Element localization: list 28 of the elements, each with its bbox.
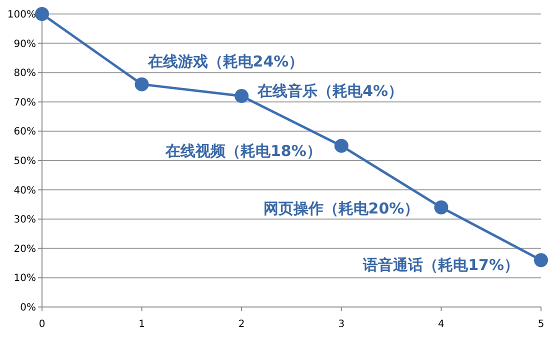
y-tick-label: 100% [7,10,36,20]
y-tick-label: 60% [14,126,36,138]
y-tick-label: 20% [14,244,36,255]
y-tick-label: 90% [14,38,36,50]
point [35,7,49,21]
x-tick-label: 3 [338,319,345,330]
annotation: 在线游戏（耗电24%） [146,52,304,70]
x-tick-label: 2 [238,319,245,330]
y-tick-label: 70% [14,97,36,108]
annotation: 在线音乐（耗电4%） [256,82,404,100]
point [434,200,448,214]
y-tick-label: 30% [14,214,36,226]
y-tick-label: 50% [14,156,36,167]
point [134,77,149,92]
y-tick-label: 80% [14,68,36,80]
point [234,89,249,104]
x-tick-label: 4 [438,319,444,330]
x-tick-label: 1 [138,319,145,330]
annotation: 网页操作（耗电20%） [263,199,420,218]
annotation: 语音通话（耗电17%） [362,256,519,274]
point [334,138,348,153]
x-tick-label: 5 [538,319,544,330]
point [534,253,548,268]
x-tick-label: 0 [38,319,46,330]
y-tick-label: 40% [14,185,36,196]
y-tick-label: 10% [14,273,36,284]
annotation: 在线视频（耗电18%） [164,142,322,160]
y-tick-label: 0% [20,302,36,314]
